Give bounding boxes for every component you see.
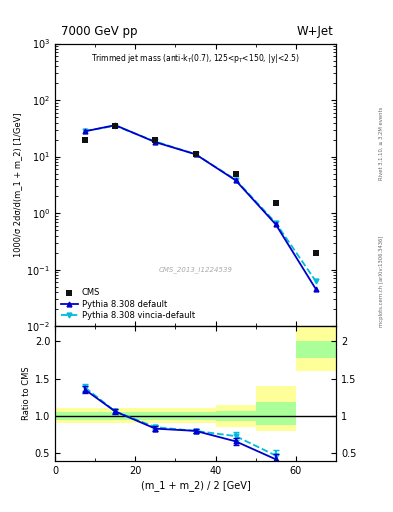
CMS: [313, 248, 319, 257]
Bar: [135, 412, 175, 420]
Pythia 8.308 default: [233, 177, 238, 183]
Pythia 8.308 vincia-default: [153, 138, 158, 144]
Text: Rivet 3.1.10, ≥ 3.2M events: Rivet 3.1.10, ≥ 3.2M events: [379, 106, 384, 180]
CMS: [152, 136, 158, 144]
Text: Trimmed jet mass (anti-k$_T$(0.7), 125<p$_T$<150, |y|<2.5): Trimmed jet mass (anti-k$_T$(0.7), 125<p…: [91, 52, 300, 65]
Pythia 8.308 vincia-default: [83, 128, 88, 134]
Text: mcplots.cern.ch [arXiv:1306.3436]: mcplots.cern.ch [arXiv:1306.3436]: [379, 236, 384, 327]
Pythia 8.308 default: [274, 221, 278, 227]
CMS: [273, 199, 279, 207]
CMS: [193, 150, 199, 158]
Text: 7000 GeV pp: 7000 GeV pp: [61, 26, 138, 38]
Legend: CMS, Pythia 8.308 default, Pythia 8.308 vincia-default: CMS, Pythia 8.308 default, Pythia 8.308 …: [59, 287, 196, 322]
Bar: [175, 409, 216, 423]
Bar: [296, 341, 336, 357]
Bar: [256, 402, 296, 425]
Bar: [135, 409, 175, 423]
Pythia 8.308 vincia-default: [113, 123, 118, 129]
Bar: [256, 386, 296, 431]
Pythia 8.308 default: [153, 139, 158, 145]
Bar: [55, 412, 95, 420]
Bar: [216, 411, 256, 421]
Pythia 8.308 vincia-default: [314, 279, 318, 285]
Line: Pythia 8.308 default: Pythia 8.308 default: [83, 123, 318, 292]
Bar: [175, 412, 216, 420]
CMS: [233, 169, 239, 178]
X-axis label: (m_1 + m_2) / 2 [GeV]: (m_1 + m_2) / 2 [GeV]: [141, 480, 250, 490]
Bar: [216, 404, 256, 427]
Pythia 8.308 default: [314, 286, 318, 292]
Pythia 8.308 vincia-default: [233, 177, 238, 183]
Bar: [296, 326, 336, 371]
Pythia 8.308 vincia-default: [193, 151, 198, 157]
Text: W+Jet: W+Jet: [296, 26, 333, 38]
CMS: [82, 136, 88, 144]
Y-axis label: 1000/σ 2dσ/d(m_1 + m_2) [1/GeV]: 1000/σ 2dσ/d(m_1 + m_2) [1/GeV]: [13, 113, 22, 257]
Pythia 8.308 vincia-default: [274, 220, 278, 226]
CMS: [112, 122, 118, 130]
Bar: [95, 412, 135, 420]
Pythia 8.308 default: [193, 151, 198, 157]
Y-axis label: Ratio to CMS: Ratio to CMS: [22, 367, 31, 420]
Line: Pythia 8.308 vincia-default: Pythia 8.308 vincia-default: [83, 123, 318, 284]
Bar: [95, 409, 135, 423]
Pythia 8.308 default: [113, 122, 118, 128]
Pythia 8.308 default: [83, 128, 88, 134]
Text: CMS_2013_I1224539: CMS_2013_I1224539: [158, 266, 233, 273]
Bar: [55, 409, 95, 423]
